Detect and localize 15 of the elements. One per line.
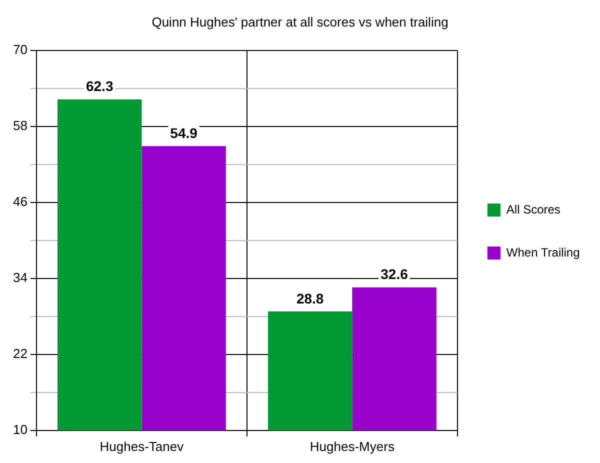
data-label: 32.6 bbox=[380, 266, 408, 282]
y-tick-label: 34 bbox=[12, 270, 28, 286]
y-tick-label: 10 bbox=[12, 422, 28, 437]
y-tick-label: 70 bbox=[12, 42, 28, 58]
x-tick-label: Hughes-Tanev bbox=[100, 438, 184, 454]
legend-label: When Trailing bbox=[506, 245, 580, 260]
y-tick-label: 46 bbox=[12, 194, 28, 210]
data-label: 54.9 bbox=[170, 125, 198, 142]
legend-label: All Scores bbox=[506, 202, 560, 216]
y-tick-label: 22 bbox=[12, 346, 28, 362]
data-label: 62.3 bbox=[86, 78, 114, 94]
chart-title: Quinn Hughes' partner at all scores vs when trailing bbox=[152, 14, 448, 30]
data-label: 28.8 bbox=[296, 290, 324, 306]
x-tick-label: Hughes-Myers bbox=[310, 438, 395, 454]
y-tick-label: 58 bbox=[12, 118, 28, 134]
